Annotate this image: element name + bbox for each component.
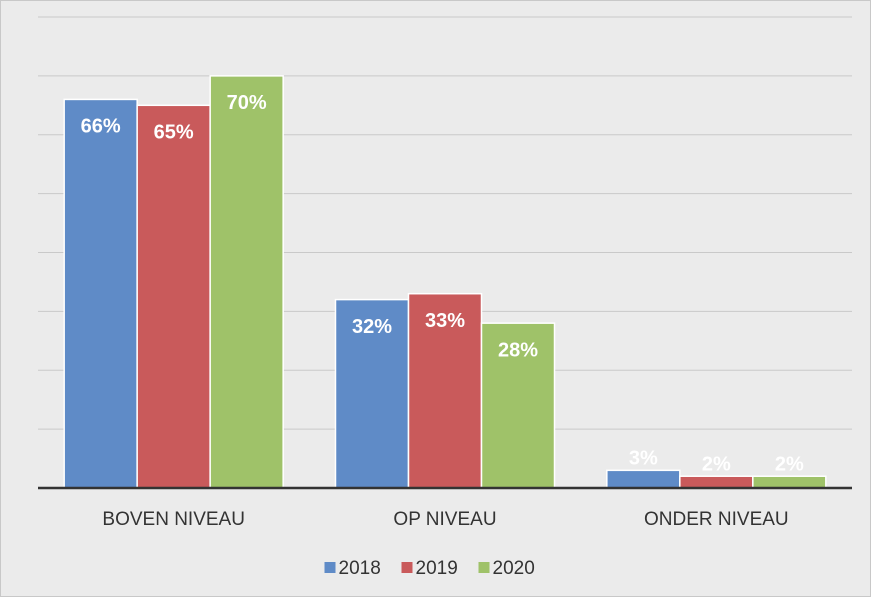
bar: [752, 475, 827, 489]
data-label: 3%: [629, 448, 658, 470]
legend-label: 2020: [493, 558, 535, 579]
data-label: 2%: [775, 454, 804, 476]
legend-swatch: [401, 562, 413, 573]
legend-swatch: [324, 562, 336, 573]
x-tick-label: OP NIVEAU: [393, 509, 496, 530]
legend-swatch: [478, 562, 490, 573]
data-label: 33%: [425, 310, 465, 332]
data-label: 2%: [702, 454, 731, 476]
data-label: 32%: [352, 316, 392, 338]
bar: [679, 475, 754, 489]
bar: [136, 104, 211, 489]
data-label: 28%: [498, 339, 538, 361]
legend-label: 2018: [339, 558, 381, 579]
bar: [209, 75, 284, 489]
data-label: 70%: [227, 92, 267, 114]
legend-label: 2019: [416, 558, 458, 579]
data-label: 65%: [154, 122, 194, 144]
x-tick-label: ONDER NIVEAU: [644, 509, 789, 530]
bar: [606, 469, 681, 489]
x-tick-label: BOVEN NIVEAU: [102, 509, 245, 530]
bar: [63, 98, 138, 489]
data-label: 66%: [81, 116, 121, 138]
